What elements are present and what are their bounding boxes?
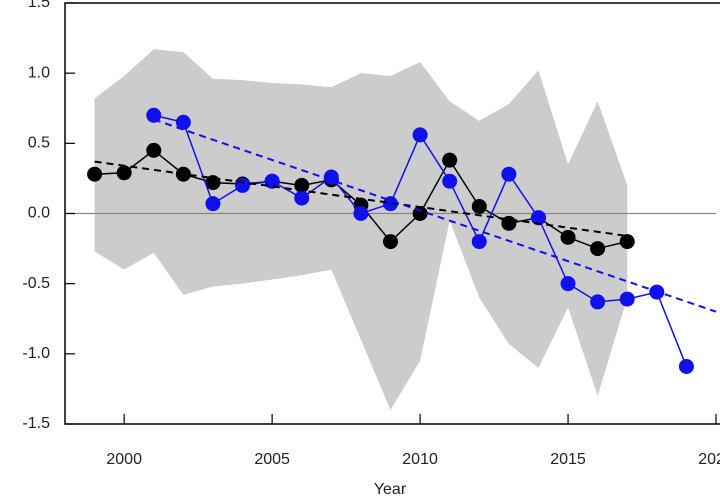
marker	[412, 127, 428, 143]
marker	[205, 196, 221, 212]
y-tick-label: 1.5	[28, 0, 50, 11]
marker	[471, 198, 487, 214]
marker	[353, 206, 369, 221]
y-tick-label: -1.5	[22, 415, 50, 432]
marker	[530, 210, 546, 226]
marker	[442, 173, 458, 189]
marker	[87, 166, 103, 182]
marker	[412, 206, 428, 221]
x-tick-label: 2010	[402, 451, 438, 468]
marker	[560, 276, 576, 292]
y-tick-label: 0.5	[28, 135, 50, 152]
y-tick-label: 1.0	[28, 64, 50, 81]
marker	[264, 173, 280, 189]
marker	[471, 234, 487, 250]
x-tick-label: 2020	[698, 451, 720, 468]
x-tick-label: 2005	[254, 451, 290, 468]
marker	[501, 166, 517, 182]
marker	[590, 241, 606, 257]
marker	[678, 358, 694, 374]
y-tick-label: -0.5	[22, 275, 50, 292]
marker	[560, 229, 576, 245]
marker	[619, 234, 635, 250]
trend-line	[153, 118, 717, 313]
marker	[294, 190, 310, 206]
marker	[175, 114, 191, 130]
trend-line	[94, 160, 628, 237]
x-tick-label: 2000	[106, 451, 142, 468]
marker	[146, 107, 162, 123]
marker	[590, 294, 606, 310]
marker	[146, 142, 162, 158]
marker	[619, 291, 635, 307]
x-tick-label: 2015	[550, 451, 586, 468]
x-axis-label: Year	[374, 481, 407, 498]
marker	[116, 165, 132, 181]
marker	[323, 169, 339, 185]
marker	[235, 177, 251, 193]
y-tick-label: -1.0	[22, 345, 50, 362]
uncertainty-band	[94, 49, 628, 410]
marker	[442, 152, 458, 168]
marker	[383, 234, 398, 250]
y-tick-label: 0.0	[28, 205, 50, 222]
